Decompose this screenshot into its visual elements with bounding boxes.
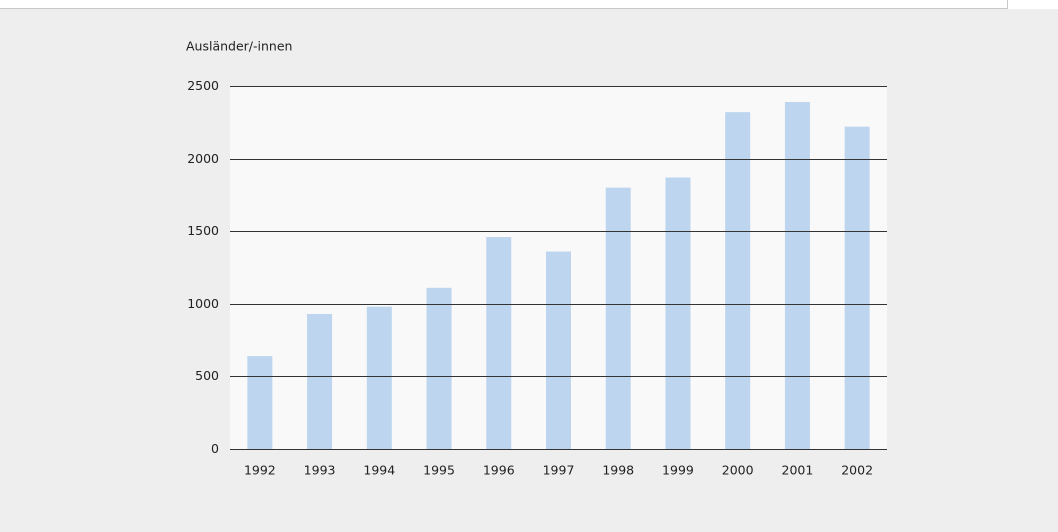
- bar: [784, 101, 810, 450]
- bar: [725, 112, 751, 450]
- y-tick-label: 0: [211, 441, 219, 456]
- bar: [307, 313, 333, 449]
- x-tick-label: 1993: [304, 463, 336, 478]
- x-tick-label: 2002: [841, 463, 873, 478]
- bar: [844, 126, 870, 449]
- bar: [366, 306, 392, 449]
- bar: [486, 237, 512, 449]
- bar: [665, 177, 691, 449]
- y-tick-label: 500: [195, 368, 219, 383]
- y-tick-label: 2000: [187, 151, 219, 166]
- bar: [426, 287, 452, 449]
- x-tick-label: 1994: [363, 463, 395, 478]
- x-tick-label: 1997: [543, 463, 575, 478]
- x-tick-label: 1998: [602, 463, 634, 478]
- bar: [546, 251, 571, 449]
- x-tick-label: 1992: [244, 463, 276, 478]
- bar: [605, 187, 631, 449]
- x-tick-label: 2000: [722, 463, 754, 478]
- x-tick-label: 1995: [423, 463, 455, 478]
- x-tick-label: 1996: [483, 463, 515, 478]
- y-tick-label: 1500: [187, 223, 219, 238]
- y-axis-label: Ausländer/-innen: [186, 39, 292, 54]
- y-tick-label: 1000: [187, 296, 219, 311]
- bar: [247, 356, 273, 449]
- y-tick-label: 2500: [187, 78, 219, 93]
- x-tick-label: 2001: [782, 463, 814, 478]
- x-tick-label: 1999: [662, 463, 694, 478]
